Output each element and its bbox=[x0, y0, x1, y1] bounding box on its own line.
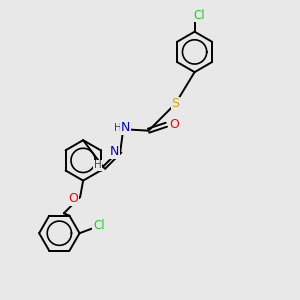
Text: S: S bbox=[171, 98, 179, 110]
Text: H: H bbox=[94, 160, 101, 170]
Text: O: O bbox=[169, 118, 179, 131]
Text: O: O bbox=[69, 192, 79, 205]
Text: Cl: Cl bbox=[93, 219, 105, 232]
Text: H: H bbox=[114, 123, 122, 133]
Text: Cl: Cl bbox=[193, 9, 205, 22]
Text: N: N bbox=[121, 121, 130, 134]
Text: N: N bbox=[110, 145, 120, 158]
